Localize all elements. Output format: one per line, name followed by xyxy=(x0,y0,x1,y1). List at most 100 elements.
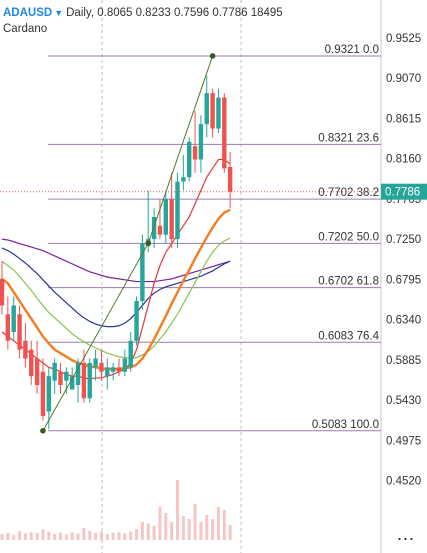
candle-body xyxy=(210,93,215,129)
fib-level-label: 0.5083 100.0 xyxy=(312,419,379,431)
fib-level-label: 0.6083 76.4 xyxy=(318,330,379,342)
last-price-tag xyxy=(381,183,427,200)
volume-bar xyxy=(228,525,232,540)
volume-bar xyxy=(152,525,156,540)
price-axis-label: 0.4975 xyxy=(386,435,421,447)
volume-bar xyxy=(64,534,68,540)
volume-bar xyxy=(70,532,74,540)
volume-bar xyxy=(176,480,179,540)
moving-average-red xyxy=(1,158,231,380)
volume-bar xyxy=(23,533,27,540)
moving-average-purple xyxy=(1,238,231,283)
volume-bar xyxy=(53,534,57,540)
candle-body xyxy=(23,340,28,359)
trend-anchor-point xyxy=(209,53,216,59)
volume-bar xyxy=(222,510,226,540)
candle-body xyxy=(169,199,174,240)
price-axis-label: 0.6340 xyxy=(386,315,421,327)
ohlcv-readout: Daily, 0.8065 0.8233 0.7596 0.7786 18495 xyxy=(66,7,283,19)
candle-body xyxy=(175,181,180,240)
fib-level-label: 0.6702 61.8 xyxy=(318,276,379,288)
price-axis-label: 0.6795 xyxy=(386,274,421,286)
volume-bar xyxy=(164,513,168,540)
fib-level-label: 0.7202 50.0 xyxy=(318,231,379,243)
moving-average-navy xyxy=(1,247,231,328)
candle-body xyxy=(40,371,46,416)
volume-bar xyxy=(47,531,51,540)
volume-bar xyxy=(6,532,10,540)
fib-level-label: 0.9321 0.0 xyxy=(325,44,379,56)
volume-bar xyxy=(82,528,86,540)
volume-bar xyxy=(117,532,121,540)
volume-bar xyxy=(129,531,133,540)
candle-body xyxy=(0,278,5,306)
volume-bar xyxy=(193,504,197,540)
candle-body xyxy=(163,199,168,235)
candle-body xyxy=(52,362,57,381)
volume-bar xyxy=(123,533,127,540)
candle-body xyxy=(116,367,122,372)
caret-down-icon[interactable]: ▼ xyxy=(54,8,64,18)
volume-bar xyxy=(18,531,22,540)
moving-average-orange xyxy=(1,208,231,371)
volume-bar xyxy=(146,523,150,540)
candle-body xyxy=(157,225,163,235)
volume-bar xyxy=(111,532,115,540)
volume-bar xyxy=(170,522,174,540)
volume-bar xyxy=(99,531,103,540)
volume-bar xyxy=(187,519,191,540)
candle-body xyxy=(222,97,227,169)
candle-body xyxy=(81,362,87,399)
candle-body xyxy=(140,243,145,302)
price-axis-label: 0.4520 xyxy=(386,476,421,488)
price-axis-label: 0.9070 xyxy=(386,73,421,85)
volume-bar xyxy=(158,507,162,540)
fib-level-label: 0.7702 38.2 xyxy=(318,187,379,199)
candle-body xyxy=(93,358,98,368)
symbol-label[interactable]: ADAUSD xyxy=(3,7,53,19)
volume-bar xyxy=(211,519,215,540)
trend-anchor-point xyxy=(40,427,46,434)
candle-body xyxy=(204,93,209,125)
price-axis-label: 0.5885 xyxy=(386,355,421,367)
candle-body xyxy=(5,314,11,341)
candle-body xyxy=(192,146,198,160)
volume-bar xyxy=(135,529,139,540)
volume-bar xyxy=(35,532,39,540)
candle-body xyxy=(105,367,110,377)
more-horizontal-icon[interactable]: ... xyxy=(396,524,415,544)
candle-body xyxy=(46,376,51,412)
candle-body xyxy=(29,349,34,377)
candle-body xyxy=(87,362,92,399)
volume-bar xyxy=(205,514,209,540)
volume-bar xyxy=(12,535,16,540)
candle-body xyxy=(34,358,40,386)
candle-body xyxy=(99,362,104,372)
candle-body xyxy=(64,371,69,381)
volume-bar xyxy=(216,507,220,540)
moving-average-green xyxy=(1,237,231,360)
volume-bar xyxy=(0,534,4,540)
volume-bar xyxy=(29,532,33,540)
volume-bar xyxy=(199,522,203,540)
last-price-tag-label: 0.7786 xyxy=(385,187,420,199)
price-axis-label: 0.5430 xyxy=(386,395,421,407)
candle-body xyxy=(187,141,192,178)
volume-bar xyxy=(140,522,144,540)
price-axis-label: 0.8160 xyxy=(386,154,421,166)
chart-header: ADAUSD ▼ Daily, 0.8065 0.8233 0.7596 0.778… xyxy=(3,7,283,19)
volume-bar xyxy=(105,534,109,540)
fib-level-label: 0.8321 23.6 xyxy=(318,132,379,144)
volume-bar xyxy=(41,529,45,540)
candle-body xyxy=(75,362,81,386)
volume-bar xyxy=(59,532,62,540)
volume-bar xyxy=(88,531,92,540)
candle-body xyxy=(128,340,133,368)
candle-body xyxy=(17,314,22,350)
instrument-name: Cardano xyxy=(3,23,48,35)
candle-body xyxy=(227,167,233,192)
price-axis-label: 0.9525 xyxy=(386,33,421,45)
volume-bar xyxy=(94,532,98,540)
candle-body xyxy=(134,301,139,341)
